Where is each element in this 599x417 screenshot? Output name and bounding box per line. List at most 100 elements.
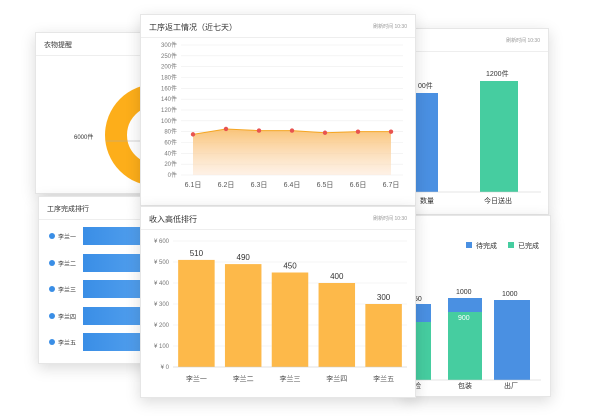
income-bar xyxy=(271,272,309,367)
divider xyxy=(36,55,161,56)
y-tick-label: ¥ 400 xyxy=(154,281,170,287)
y-tick-label: 200件 xyxy=(161,63,177,71)
legend-and-bars: 待完成 已完成 50 1000 900 1000 检 包装 出厂 xyxy=(406,241,541,390)
y-tick-label: 0件 xyxy=(168,171,177,179)
panel-title: 工序返工情况（近七天） xyxy=(149,23,237,32)
y-tick-label: 120件 xyxy=(161,106,177,114)
category-exit: 出厂 xyxy=(504,381,518,390)
divider xyxy=(141,229,415,230)
panel-income-ranking: 收入高低排行 刷新时间 10:30 ¥ 0 ¥ 100 ¥ 200 ¥ 300 ¥ 40… xyxy=(140,206,416,398)
y-tick-label: ¥ 200 xyxy=(154,323,170,329)
y-tick-label: 20件 xyxy=(164,160,177,168)
bar-value-label: 300 xyxy=(377,293,391,302)
bar-quantity xyxy=(416,93,438,192)
bar-sent-today xyxy=(480,81,518,192)
bar-exit-label: 1000 xyxy=(502,291,518,298)
divider xyxy=(416,51,548,52)
y-tick-label: 180件 xyxy=(161,74,177,82)
income-bar xyxy=(178,259,215,367)
panel-title: 工序完成排行 xyxy=(47,206,89,213)
rank-name: 李兰二 xyxy=(58,261,77,268)
x-tick-label: 6.4日 xyxy=(284,181,301,189)
x-tick-label: 6.2日 xyxy=(218,181,235,189)
divider xyxy=(141,37,415,38)
bar-value-label: 450 xyxy=(283,262,297,271)
data-point xyxy=(355,129,361,134)
y-tick-label: ¥ 500 xyxy=(154,260,170,266)
bar-value-label: 400 xyxy=(330,272,344,281)
y-tick-label: 160件 xyxy=(161,84,177,92)
bar-pack-mid-label: 900 xyxy=(458,315,470,322)
rank-name: 李兰四 xyxy=(58,314,77,321)
x-tick-label: 6.3日 xyxy=(251,181,268,189)
refresh-time: 刷新时间 10:30 xyxy=(373,24,407,30)
today-bar-chart: 00件 1200件 数量 今日送出 xyxy=(416,69,541,205)
bar-pack-done xyxy=(448,312,482,380)
user-avatar-icon xyxy=(49,339,55,345)
y-tick-label: 40件 xyxy=(164,149,177,157)
rank-name: 李兰一 xyxy=(58,235,77,241)
y-tick-label: ¥ 100 xyxy=(154,344,170,350)
x-tick-label: 6.6日 xyxy=(350,181,367,189)
income-bar-chart: ¥ 0 ¥ 100 ¥ 200 ¥ 300 ¥ 400 ¥ 500 ¥ 600 510 李兰一 4… xyxy=(154,239,407,383)
data-point xyxy=(256,128,262,133)
bar-inspect-label: 50 xyxy=(414,296,422,303)
user-avatar-icon xyxy=(49,286,55,292)
panel-today-stats: 刷新时间 10:30 00件 1200件 数量 今日送出 xyxy=(415,28,549,215)
legend-pending: 待完成 xyxy=(476,241,497,250)
income-bar xyxy=(318,283,356,367)
panel-title: 衣物提醒 xyxy=(44,42,72,49)
refresh-time: 刷新时间 10:30 xyxy=(373,216,407,222)
y-tick-label: 140件 xyxy=(161,95,177,103)
user-avatar-icon xyxy=(49,233,55,239)
legend-done-swatch xyxy=(508,242,514,248)
x-tick-label: 李兰三 xyxy=(280,374,301,383)
y-tick-label: 300件 xyxy=(161,41,177,49)
income-bar xyxy=(224,264,262,367)
user-avatar-icon xyxy=(49,312,55,319)
area-fill xyxy=(193,128,391,175)
y-tick-label: 60件 xyxy=(164,139,177,147)
data-point xyxy=(223,126,229,132)
y-tick-label: ¥ 0 xyxy=(161,365,170,371)
panel-rework-chart: 工序返工情况（近七天） 刷新时间 10:30 0件 20件 40件 60件 80件 100… xyxy=(140,14,416,206)
category-quantity: 数量 xyxy=(420,196,434,205)
bar-sent-label: 1200件 xyxy=(486,69,509,78)
rank-name: 李兰三 xyxy=(58,288,77,294)
y-tick-label: 100件 xyxy=(161,117,177,125)
data-point xyxy=(388,129,394,134)
category-sent-today: 今日送出 xyxy=(484,196,512,205)
panel-process-status: 待完成 已完成 50 1000 900 1000 检 包装 出厂 xyxy=(405,215,551,397)
category-pack: 包装 xyxy=(458,381,472,390)
x-tick-label: 6.1日 xyxy=(185,181,202,189)
bar-quantity-label: 00件 xyxy=(418,81,433,90)
income-bar xyxy=(365,304,402,367)
x-tick-label: 6.7日 xyxy=(383,181,400,189)
x-tick-label: 李兰一 xyxy=(186,374,207,383)
legend-pending-swatch xyxy=(466,242,472,248)
rework-area-chart: 0件 20件 40件 60件 80件 100件 120件 140件 160件 180件 200件 25… xyxy=(161,41,403,189)
data-point xyxy=(322,130,328,135)
bar-pack-top-label: 1000 xyxy=(456,289,472,296)
bar-value-label: 490 xyxy=(237,253,251,262)
user-avatar-icon xyxy=(49,259,55,266)
divider xyxy=(39,219,159,220)
rank-name: 李兰五 xyxy=(58,341,77,347)
x-tick-label: 李兰二 xyxy=(233,374,254,383)
x-tick-label: 李兰四 xyxy=(326,374,347,383)
y-tick-label: 250件 xyxy=(161,52,177,60)
legend-done: 已完成 xyxy=(518,241,539,250)
x-tick-label: 6.5日 xyxy=(317,181,334,189)
y-tick-label: 80件 xyxy=(164,128,177,136)
data-point xyxy=(289,128,295,133)
refresh-time: 刷新时间 10:30 xyxy=(506,38,540,44)
y-tick-label: ¥ 600 xyxy=(154,239,170,245)
panel-title: 收入高低排行 xyxy=(149,215,197,224)
y-tick-label: ¥ 300 xyxy=(154,302,170,308)
bar-exit xyxy=(494,300,530,380)
bar-value-label: 510 xyxy=(190,249,204,258)
category-inspect: 检 xyxy=(414,381,421,390)
data-point xyxy=(190,132,196,137)
donut-label: 6000件 xyxy=(74,133,93,141)
x-tick-label: 李兰五 xyxy=(373,374,394,383)
